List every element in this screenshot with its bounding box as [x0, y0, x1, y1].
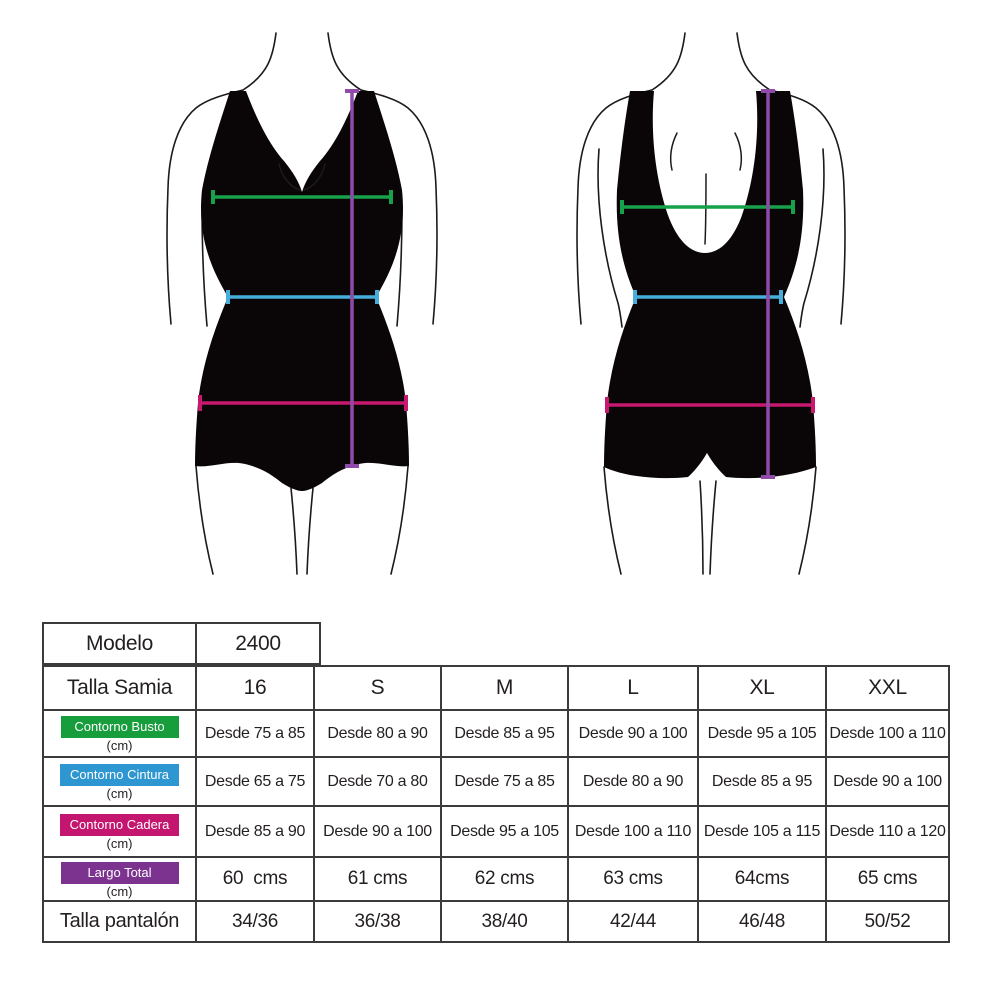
waist-value: Desde 80 a 90: [567, 756, 699, 807]
pant-value: 36/38: [313, 900, 442, 943]
sizes-row: Talla Samia 16 S M L XL XXL: [42, 665, 950, 711]
bust-value: Desde 100 a 110: [825, 709, 950, 758]
length-value: 60 cms: [195, 856, 315, 902]
length-unit: (cm): [106, 883, 133, 899]
hip-value: Desde 90 a 100: [313, 805, 442, 858]
waist-value: Desde 65 a 75: [195, 756, 315, 807]
model-table: Modelo 2400: [42, 622, 321, 665]
pant-value: 38/40: [440, 900, 569, 943]
pant-value: 46/48: [697, 900, 827, 943]
pant-value: 42/44: [567, 900, 699, 943]
waist-row: Contorno Cintura (cm) Desde 65 a 75 Desd…: [42, 756, 950, 807]
waist-value: Desde 70 a 80: [313, 756, 442, 807]
front-cleavage-lines: [278, 163, 326, 191]
pant-size-row: Talla pantalón 34/36 36/38 38/40 42/44 4…: [42, 900, 950, 943]
size-cell: XXL: [825, 665, 950, 711]
model-row: Modelo 2400: [42, 622, 321, 665]
length-row-label: Largo Total (cm): [42, 856, 197, 902]
length-value: 61 cms: [313, 856, 442, 902]
length-chip: Largo Total: [60, 861, 179, 884]
back-figure: [576, 32, 846, 575]
pant-value: 34/36: [195, 900, 315, 943]
back-swimsuit: [604, 91, 816, 479]
back-detail-lines: [669, 132, 743, 245]
waist-line-back: [633, 290, 783, 304]
bust-row-label: Contorno Busto (cm): [42, 709, 197, 758]
bust-value: Desde 85 a 95: [440, 709, 569, 758]
hip-value: Desde 100 a 110: [567, 805, 699, 858]
hip-value: Desde 85 a 90: [195, 805, 315, 858]
size-cell: L: [567, 665, 699, 711]
figures-illustration: [166, 32, 846, 575]
model-label: Modelo: [42, 622, 197, 665]
length-line-front: [345, 89, 359, 468]
length-value: 63 cms: [567, 856, 699, 902]
length-value: 65 cms: [825, 856, 950, 902]
waist-value: Desde 75 a 85: [440, 756, 569, 807]
front-swimsuit: [195, 91, 409, 491]
hip-value: Desde 95 a 105: [440, 805, 569, 858]
front-figure: [166, 32, 438, 575]
size-cell: 16: [195, 665, 315, 711]
hip-row: Contorno Cadera (cm) Desde 85 a 90 Desde…: [42, 805, 950, 858]
waist-unit: (cm): [106, 786, 133, 801]
hip-row-label: Contorno Cadera (cm): [42, 805, 197, 858]
size-cell: XL: [697, 665, 827, 711]
length-line-back: [761, 89, 775, 479]
size-cell: M: [440, 665, 569, 711]
bust-value: Desde 80 a 90: [313, 709, 442, 758]
model-value: 2400: [195, 622, 321, 665]
bust-unit: (cm): [106, 738, 133, 753]
pant-row-label: Talla pantalón: [42, 900, 197, 943]
bust-value: Desde 75 a 85: [195, 709, 315, 758]
waist-row-label: Contorno Cintura (cm): [42, 756, 197, 807]
pant-value: 50/52: [825, 900, 950, 943]
bust-line-back: [620, 200, 795, 214]
length-value: 64cms: [697, 856, 827, 902]
waist-value: Desde 90 a 100: [825, 756, 950, 807]
bust-row: Contorno Busto (cm) Desde 75 a 85 Desde …: [42, 709, 950, 758]
hip-value: Desde 110 a 120: [825, 805, 950, 858]
bust-value: Desde 90 a 100: [567, 709, 699, 758]
waist-chip: Contorno Cintura: [60, 764, 179, 786]
size-chart-table: Talla Samia 16 S M L XL XXL Contorno Bus…: [42, 665, 950, 943]
length-value: 62 cms: [440, 856, 569, 902]
length-row: Largo Total (cm) 60 cms 61 cms 62 cms 63…: [42, 856, 950, 902]
hip-line-front: [198, 395, 408, 411]
hip-chip: Contorno Cadera: [59, 814, 180, 836]
sizes-row-label: Talla Samia: [42, 665, 197, 711]
waist-value: Desde 85 a 95: [697, 756, 827, 807]
hip-line-back: [605, 397, 815, 413]
hip-value: Desde 105 a 115: [697, 805, 827, 858]
back-body-outline: [576, 32, 846, 575]
bust-value: Desde 95 a 105: [697, 709, 827, 758]
hip-unit: (cm): [106, 836, 133, 851]
bust-line-front: [211, 190, 393, 204]
bust-chip: Contorno Busto: [60, 716, 179, 738]
size-cell: S: [313, 665, 442, 711]
